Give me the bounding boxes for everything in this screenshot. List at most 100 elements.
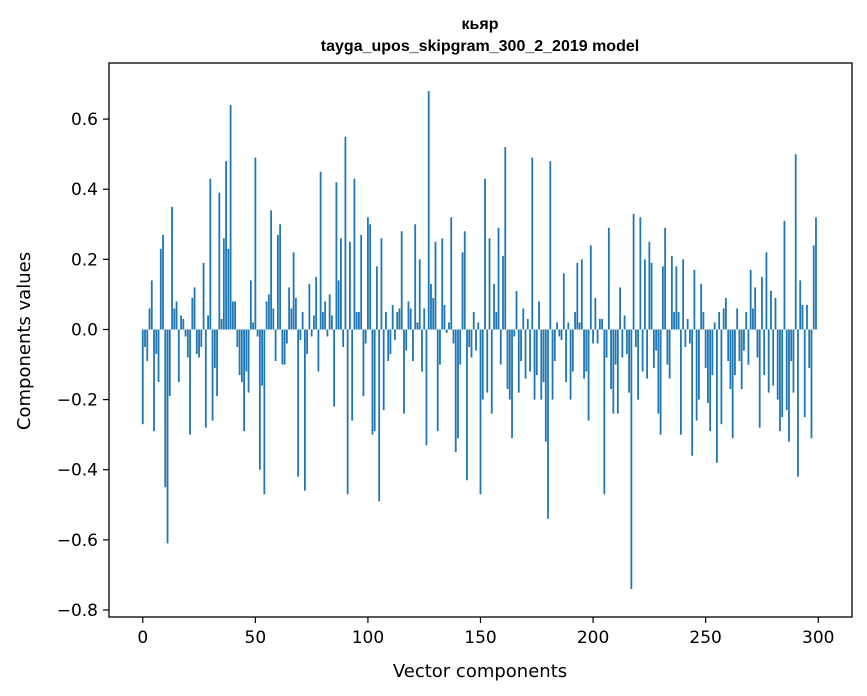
bar (484, 178, 486, 330)
bar (619, 287, 621, 330)
bar (155, 329, 158, 355)
bar (380, 238, 383, 330)
bar (240, 329, 243, 383)
bar (767, 329, 770, 393)
bar (202, 262, 205, 330)
bar (150, 280, 153, 330)
bar (770, 290, 772, 330)
bar (245, 329, 248, 372)
bar (502, 255, 504, 330)
bar (513, 329, 516, 337)
bar (749, 269, 752, 330)
bar (542, 329, 545, 383)
bar (409, 308, 412, 330)
bar (263, 329, 266, 495)
bar (736, 308, 739, 330)
bar (367, 217, 369, 330)
bar (675, 266, 678, 330)
bar (382, 329, 385, 411)
bar (308, 283, 311, 330)
bar (785, 329, 788, 411)
x-tick-label: 50 (245, 628, 267, 648)
bar (677, 311, 680, 330)
bar (279, 224, 282, 330)
bar (646, 329, 649, 379)
bar (272, 308, 275, 330)
bar (497, 227, 500, 330)
bar (468, 329, 471, 348)
bar (290, 308, 293, 330)
bar (448, 322, 450, 330)
bar (243, 329, 245, 432)
bar (256, 329, 259, 337)
bar (175, 301, 178, 330)
bar (693, 269, 696, 330)
bar (191, 297, 194, 330)
bar (648, 241, 651, 330)
bar (740, 329, 743, 390)
bar (141, 329, 144, 425)
bar (792, 329, 795, 393)
bar (562, 273, 565, 330)
bar (204, 329, 207, 428)
bar (716, 329, 718, 463)
bar (583, 329, 585, 379)
bar (396, 311, 399, 330)
bar (182, 318, 185, 330)
bar (598, 318, 601, 330)
bar (376, 266, 378, 330)
bar (400, 231, 403, 330)
bar (772, 329, 775, 386)
bar (531, 157, 534, 330)
bar (414, 224, 417, 330)
bar (195, 329, 198, 355)
bar (711, 329, 714, 376)
bar (288, 287, 291, 330)
bar (369, 224, 372, 330)
bar (601, 318, 603, 330)
bar (781, 329, 784, 418)
bar (220, 318, 223, 330)
bar (655, 329, 658, 351)
bar (184, 329, 187, 337)
bar (301, 311, 304, 330)
bar (294, 297, 297, 330)
bar (522, 308, 525, 330)
bar (166, 329, 169, 544)
y-tick-label: −0.8 (57, 601, 98, 621)
bar (799, 280, 802, 330)
bar (576, 262, 579, 330)
bar (589, 245, 592, 330)
bar (144, 329, 146, 348)
bar (797, 329, 799, 477)
bar (808, 329, 811, 369)
bar (526, 318, 529, 330)
bar (407, 301, 410, 330)
bar (754, 287, 757, 330)
bar (493, 283, 495, 330)
bar (445, 329, 448, 333)
bar (788, 329, 790, 442)
bar (614, 329, 617, 365)
y-tick-label: 0.6 (71, 110, 98, 130)
bar (553, 329, 556, 362)
bar (763, 329, 766, 376)
bar (346, 329, 349, 495)
y-tick-label: 0.0 (71, 320, 98, 340)
bar (547, 329, 549, 519)
bar (745, 311, 748, 330)
bar (387, 329, 390, 362)
bar (702, 311, 705, 330)
bar (247, 329, 250, 393)
bar (495, 311, 498, 330)
bar (430, 283, 432, 330)
bar (373, 329, 376, 432)
bar (722, 308, 725, 330)
bar (535, 329, 538, 376)
y-tick-label: 0.2 (71, 250, 98, 270)
bar (351, 329, 354, 421)
bar (254, 157, 257, 330)
bar (810, 329, 813, 439)
bar (479, 329, 482, 495)
bar (189, 329, 191, 435)
